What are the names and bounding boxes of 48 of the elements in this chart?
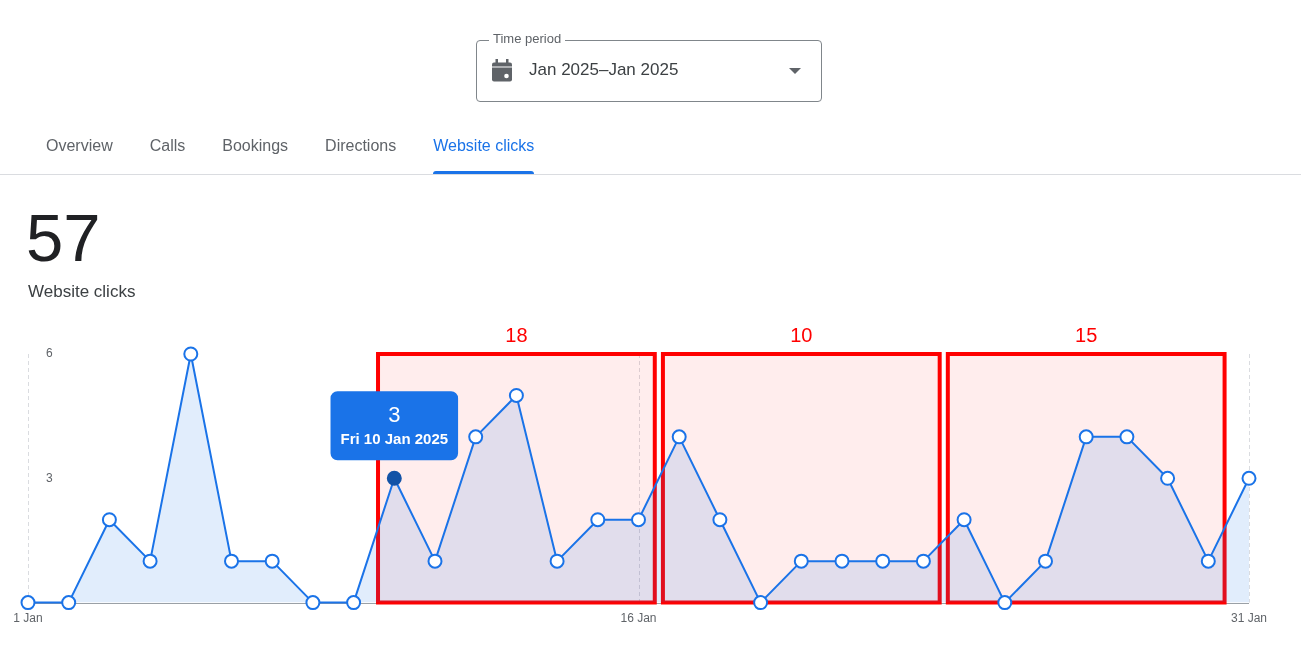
point: [101, 512, 117, 528]
text: Overview: [46, 136, 113, 156]
y-tick-label: 6: [46, 346, 53, 361]
text: Jan 2025–Jan 2025: [529, 60, 679, 80]
point: [997, 595, 1013, 611]
x-tick-label: 31 Jan: [1230, 611, 1268, 626]
chart-title: 57: [26, 200, 101, 275]
x-tick-label: 1 Jan: [13, 611, 43, 626]
text: Directions: [325, 136, 397, 156]
point: [1160, 470, 1176, 486]
point: [549, 553, 565, 569]
band-label: 18: [505, 323, 528, 346]
point: [915, 553, 931, 569]
point: [20, 595, 36, 611]
x-tick-label: 16 Jan: [620, 611, 657, 626]
point: [305, 595, 321, 611]
annotation: 3: [388, 401, 401, 427]
point: [61, 595, 77, 611]
point: [1241, 470, 1257, 486]
point: [1119, 429, 1135, 445]
point: [346, 595, 362, 611]
point: [875, 553, 891, 569]
text: Calls: [149, 136, 186, 156]
band-label: 10: [790, 323, 813, 346]
annotation: Fri 10 Jan 2025: [340, 430, 449, 448]
point: [631, 512, 646, 528]
point: [834, 553, 850, 569]
point: [508, 387, 524, 403]
band-label: 15: [1075, 323, 1098, 346]
point: [183, 346, 199, 362]
text: Website clicks: [433, 136, 535, 156]
point: [712, 512, 728, 528]
point: [142, 553, 158, 569]
point: [224, 553, 239, 569]
point: [1038, 553, 1053, 569]
point: [1078, 429, 1094, 445]
point: [590, 512, 606, 528]
text: Bookings: [222, 136, 289, 156]
chart-subtitle: Website clicks: [28, 282, 136, 302]
point: [671, 429, 687, 445]
point: [956, 512, 972, 528]
point: [427, 553, 443, 569]
text: Time period: [489, 31, 566, 47]
point: [264, 553, 280, 569]
point: [468, 429, 484, 445]
point: [793, 553, 809, 569]
point: [753, 595, 769, 611]
point: [1200, 553, 1216, 569]
